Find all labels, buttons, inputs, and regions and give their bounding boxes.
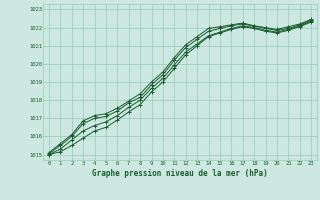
X-axis label: Graphe pression niveau de la mer (hPa): Graphe pression niveau de la mer (hPa)	[92, 169, 268, 178]
